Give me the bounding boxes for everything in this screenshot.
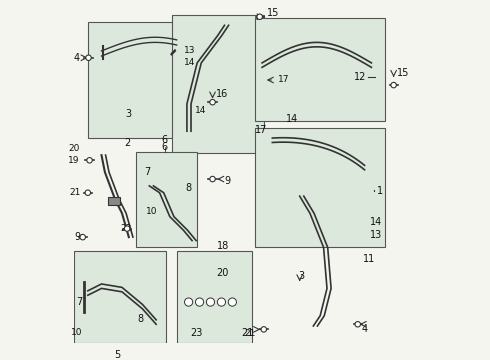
Circle shape (210, 176, 215, 182)
Circle shape (218, 298, 225, 306)
Text: 23: 23 (190, 328, 202, 338)
Text: 17: 17 (277, 76, 289, 85)
Text: 20: 20 (68, 144, 79, 153)
Text: 8: 8 (138, 314, 144, 324)
Text: 3: 3 (298, 271, 304, 282)
Text: 8: 8 (186, 183, 192, 193)
Text: 20: 20 (217, 268, 229, 278)
Circle shape (261, 327, 267, 332)
Text: 4: 4 (73, 53, 79, 63)
Text: 22: 22 (120, 224, 131, 233)
Text: 21: 21 (241, 328, 253, 338)
Text: 13: 13 (370, 230, 382, 240)
Circle shape (206, 298, 215, 306)
FancyBboxPatch shape (88, 22, 180, 138)
Circle shape (355, 321, 361, 327)
Text: 14: 14 (286, 114, 298, 124)
Text: 15: 15 (397, 68, 410, 78)
Text: 6: 6 (162, 135, 168, 145)
Text: 15: 15 (267, 8, 280, 18)
Text: 19: 19 (68, 156, 79, 165)
Text: 12: 12 (354, 72, 367, 82)
Circle shape (210, 99, 215, 105)
Circle shape (86, 55, 91, 60)
Text: 14: 14 (195, 106, 206, 115)
Text: 2: 2 (124, 138, 130, 148)
FancyBboxPatch shape (255, 18, 385, 121)
Bar (108, 197, 120, 205)
Text: 10: 10 (71, 328, 83, 337)
Circle shape (124, 226, 130, 231)
Text: 17: 17 (255, 125, 267, 135)
Text: 10: 10 (146, 207, 157, 216)
Circle shape (80, 234, 85, 240)
Text: 9: 9 (75, 232, 81, 242)
Text: 6: 6 (162, 141, 168, 152)
Circle shape (391, 82, 396, 88)
Circle shape (257, 14, 263, 19)
Circle shape (87, 158, 92, 163)
Text: 3: 3 (126, 109, 132, 119)
Text: 21: 21 (70, 188, 81, 197)
Text: 21: 21 (244, 329, 255, 338)
Text: 18: 18 (217, 241, 229, 251)
Text: 14: 14 (183, 58, 195, 67)
Text: 11: 11 (363, 254, 375, 264)
FancyBboxPatch shape (74, 251, 167, 343)
Circle shape (196, 298, 204, 306)
Text: 13: 13 (183, 46, 195, 55)
Text: 5: 5 (114, 350, 120, 360)
FancyBboxPatch shape (136, 152, 197, 247)
FancyBboxPatch shape (177, 251, 252, 343)
FancyBboxPatch shape (255, 128, 385, 247)
Text: 14: 14 (370, 217, 382, 227)
Text: 4: 4 (361, 324, 368, 334)
FancyBboxPatch shape (172, 15, 264, 153)
Text: 16: 16 (216, 89, 228, 99)
Circle shape (85, 190, 91, 195)
Circle shape (228, 298, 237, 306)
Text: 9: 9 (224, 176, 231, 186)
Text: 7: 7 (145, 167, 151, 177)
Text: 1: 1 (376, 186, 383, 196)
Text: 7: 7 (76, 297, 83, 307)
Circle shape (185, 298, 193, 306)
